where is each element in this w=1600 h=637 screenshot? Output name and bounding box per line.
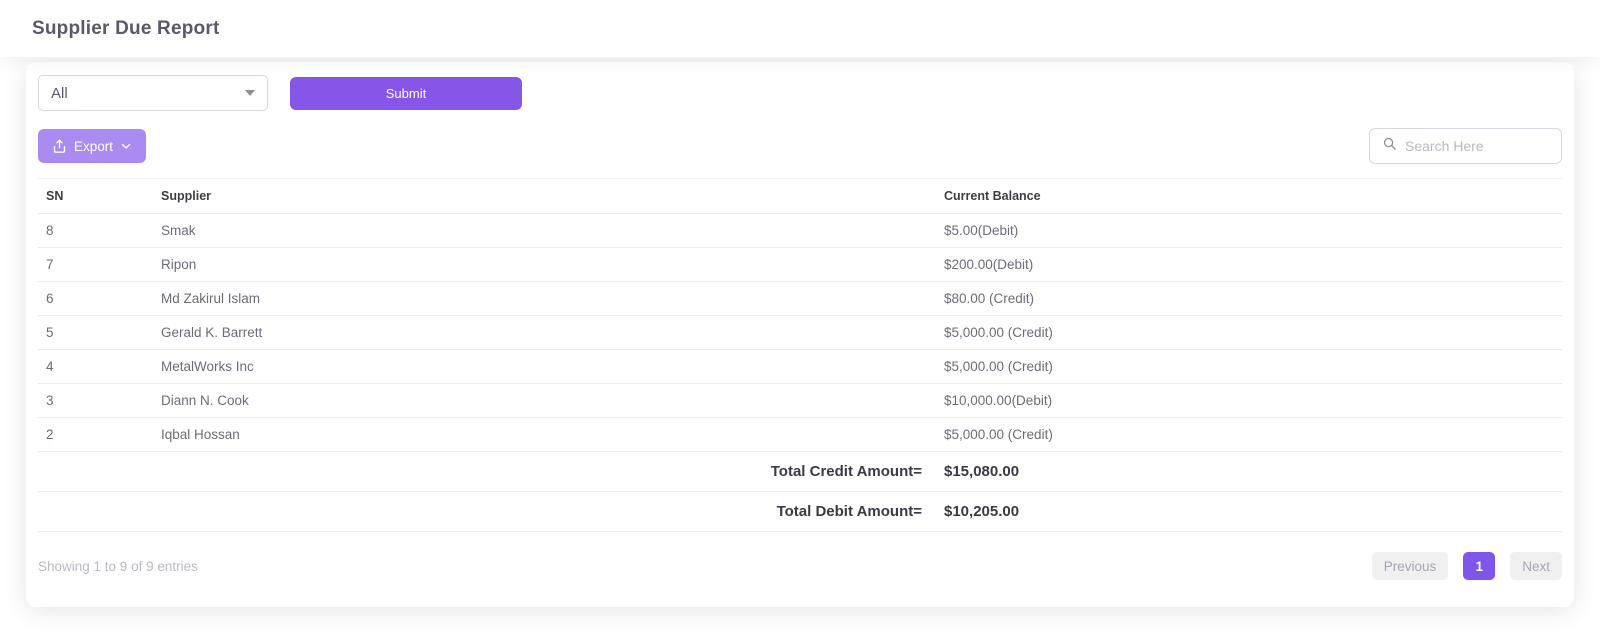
toolbar-row: Export: [38, 128, 1562, 164]
table-row: 5 Gerald K. Barrett $5,000.00 (Credit): [38, 315, 1562, 350]
cell-supplier: Md Zakirul Islam: [153, 281, 936, 316]
cell-sn: 6: [38, 281, 153, 316]
report-card: All Submit Export: [26, 62, 1574, 607]
cell-current-balance: $200.00(Debit): [936, 247, 1562, 282]
total-label: Total Credit Amount=: [38, 451, 936, 492]
pagination: Previous 1 Next: [1371, 552, 1562, 580]
cell-sn: 2: [38, 417, 153, 452]
export-icon: [52, 139, 67, 154]
total-credit-row: Total Credit Amount= $15,080.00: [38, 451, 1562, 492]
card-footer: Showing 1 to 9 of 9 entries Previous 1 N…: [38, 552, 1562, 580]
supplier-select[interactable]: All: [38, 75, 268, 111]
cell-supplier: Smak: [153, 213, 936, 248]
table-row: 3 Diann N. Cook $10,000.00(Debit): [38, 383, 1562, 418]
cell-supplier: Diann N. Cook: [153, 383, 936, 418]
table-row: 2 Iqbal Hossan $5,000.00 (Credit): [38, 417, 1562, 452]
cell-supplier: MetalWorks Inc: [153, 349, 936, 384]
column-header-supplier: Supplier: [153, 178, 936, 214]
page-header: Supplier Due Report: [0, 0, 1600, 57]
export-button-label: Export: [74, 138, 114, 154]
cell-current-balance: $5,000.00 (Credit): [936, 315, 1562, 350]
entries-info: Showing 1 to 9 of 9 entries: [38, 558, 198, 574]
cell-current-balance: $5,000.00 (Credit): [936, 417, 1562, 452]
next-page-button[interactable]: Next: [1510, 552, 1562, 580]
cell-sn: 5: [38, 315, 153, 350]
table-body: 8 Smak $5.00(Debit) 7 Ripon $200.00(Debit) 6 Md…: [38, 213, 1562, 532]
supplier-select-value: All: [51, 84, 68, 102]
cell-current-balance: $80.00 (Credit): [936, 281, 1562, 316]
cell-current-balance: $10,000.00(Debit): [936, 383, 1562, 418]
total-label: Total Debit Amount=: [38, 491, 936, 532]
table-header-row: SN Supplier Current Balance: [38, 178, 1562, 214]
table-row: 7 Ripon $200.00(Debit): [38, 247, 1562, 282]
filter-row: All Submit: [38, 75, 1562, 111]
cell-supplier: Gerald K. Barrett: [153, 315, 936, 350]
page-title: Supplier Due Report: [32, 17, 220, 39]
search-input[interactable]: [1405, 138, 1551, 154]
cell-sn: 8: [38, 213, 153, 248]
supplier-table: SN Supplier Current Balance 8 Smak $5.00(D…: [38, 178, 1562, 532]
total-value: $10,205.00: [936, 491, 1562, 532]
column-header-current-balance: Current Balance: [936, 178, 1562, 214]
previous-page-button[interactable]: Previous: [1371, 552, 1449, 580]
cell-sn: 7: [38, 247, 153, 282]
export-button[interactable]: Export: [38, 129, 147, 163]
search-icon: [1382, 136, 1397, 156]
column-header-sn: SN: [38, 178, 153, 214]
select-caret-icon: [245, 90, 255, 96]
cell-supplier: Iqbal Hossan: [153, 417, 936, 452]
total-debit-row: Total Debit Amount= $10,205.00: [38, 491, 1562, 532]
cell-current-balance: $5,000.00 (Credit): [936, 349, 1562, 384]
chevron-down-icon: [120, 140, 132, 152]
table-row: 8 Smak $5.00(Debit): [38, 213, 1562, 248]
search-box: [1369, 128, 1562, 164]
table-row: 6 Md Zakirul Islam $80.00 (Credit): [38, 281, 1562, 316]
cell-sn: 3: [38, 383, 153, 418]
cell-sn: 4: [38, 349, 153, 384]
cell-supplier: Ripon: [153, 247, 936, 282]
submit-button[interactable]: Submit: [290, 76, 522, 110]
total-value: $15,080.00: [936, 451, 1562, 492]
table-row: 4 MetalWorks Inc $5,000.00 (Credit): [38, 349, 1562, 384]
cell-current-balance: $5.00(Debit): [936, 213, 1562, 248]
current-page-button[interactable]: 1: [1463, 552, 1496, 580]
